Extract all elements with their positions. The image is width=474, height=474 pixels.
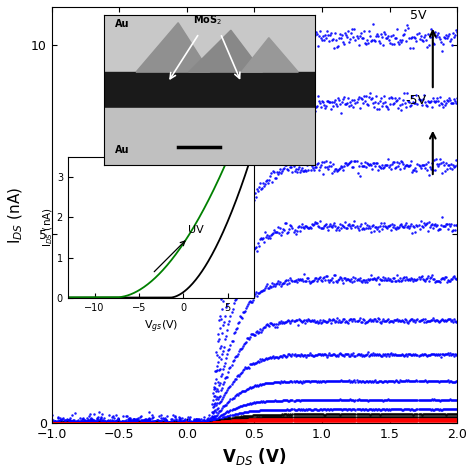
Y-axis label: I$_{DS}$ (nA): I$_{DS}$ (nA) bbox=[7, 186, 25, 244]
Text: 5V: 5V bbox=[410, 9, 426, 22]
Text: -5V: -5V bbox=[405, 94, 426, 107]
X-axis label: V$_{DS}$ (V): V$_{DS}$ (V) bbox=[222, 446, 286, 467]
